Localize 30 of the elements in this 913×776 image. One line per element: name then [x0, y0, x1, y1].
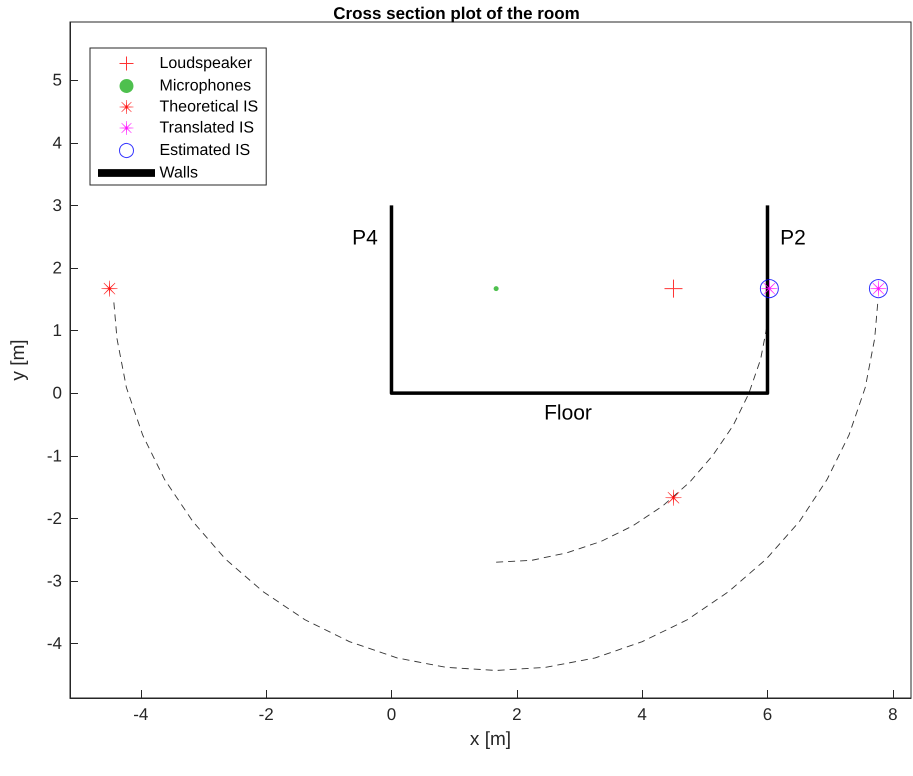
x-tick-label: -2	[258, 705, 274, 724]
y-tick-label: -1	[46, 446, 62, 466]
line-series	[113, 302, 878, 671]
chart-title: Cross section plot of the room	[333, 4, 580, 23]
y-tick-label: -4	[46, 634, 62, 654]
y-tick-label: 0	[52, 384, 62, 403]
legend-label: Translated IS	[160, 120, 254, 136]
annotation: Floor	[544, 402, 592, 424]
y-axis-title: y [m]	[8, 339, 29, 381]
x-tick-label: 0	[386, 705, 396, 724]
legend-label: Microphones	[160, 78, 252, 94]
annotation: P2	[780, 226, 806, 250]
annotation: P4	[352, 226, 378, 250]
y-tick-label: 3	[52, 196, 62, 215]
x-tick-label: -4	[133, 705, 148, 724]
legend-label: Loudspeaker	[160, 55, 253, 72]
x-tick-label: 2	[512, 705, 522, 724]
x-tick-label: 8	[888, 705, 898, 724]
legend-label: Theoretical IS	[160, 98, 258, 116]
legend-label: Estimated IS	[160, 142, 250, 159]
x-tick-label: 6	[762, 705, 772, 724]
y-tick-label: 2	[52, 258, 62, 278]
y-tick-label: 4	[52, 133, 62, 152]
y-tick-label: -2	[46, 508, 62, 528]
x-axis-title: x [m]	[470, 729, 512, 750]
y-tick-label: 1	[52, 321, 62, 340]
y-tick-label: -3	[46, 571, 62, 590]
legend-label: Walls	[160, 164, 198, 182]
x-tick-label: 4	[637, 705, 647, 724]
y-tick-label: 5	[52, 70, 62, 90]
